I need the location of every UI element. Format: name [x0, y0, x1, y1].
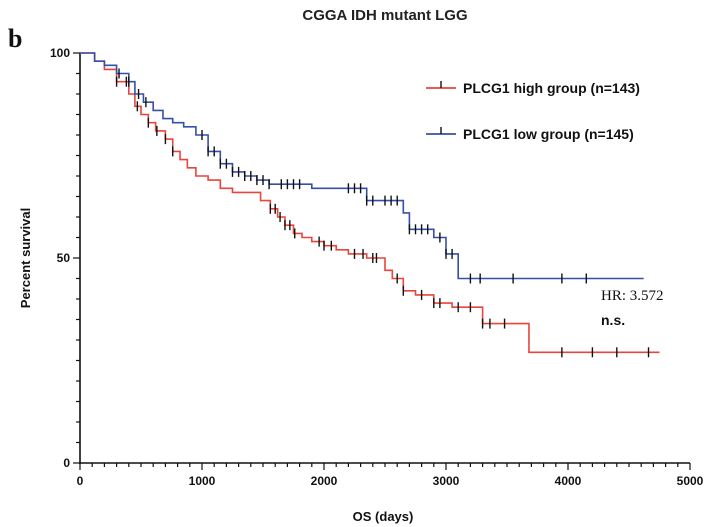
significance-annotation: n.s. — [601, 312, 625, 328]
y-axis-label: Percent survival — [18, 208, 33, 308]
legend-label: PLCG1 high group (n=143) — [463, 80, 640, 96]
x-tick-label: 0 — [77, 474, 84, 488]
x-axis-label: OS (days) — [353, 509, 414, 524]
x-tick-labels: 0 1000 2000 3000 4000 5000 — [77, 474, 704, 488]
hazard-ratio-annotation: HR: 3.572 — [601, 288, 664, 304]
y-tick-label: 50 — [57, 251, 71, 265]
x-tick-label: 2000 — [311, 474, 338, 488]
y-tick-label: 100 — [50, 46, 70, 60]
chart-title: CGGA IDH mutant LGG — [302, 7, 467, 24]
series-high — [80, 52, 660, 358]
x-tick-label: 3000 — [433, 474, 460, 488]
axes — [73, 52, 691, 470]
x-tick-label: 1000 — [189, 474, 216, 488]
y-tick-labels: 0 50 100 — [50, 46, 70, 470]
series-layer — [80, 52, 660, 358]
survival-curve — [80, 52, 660, 354]
legend-label: PLCG1 low group (n=145) — [463, 126, 634, 142]
x-tick-label: 4000 — [555, 474, 582, 488]
legend: PLCG1 high group (n=143) PLCG1 low group … — [426, 80, 640, 142]
legend-item: PLCG1 high group (n=143) — [426, 80, 640, 96]
panel-label: b — [8, 24, 22, 53]
legend-item: PLCG1 low group (n=145) — [426, 126, 634, 142]
y-tick-label: 0 — [63, 456, 70, 470]
x-tick-label: 5000 — [677, 474, 704, 488]
series-low — [80, 52, 644, 284]
